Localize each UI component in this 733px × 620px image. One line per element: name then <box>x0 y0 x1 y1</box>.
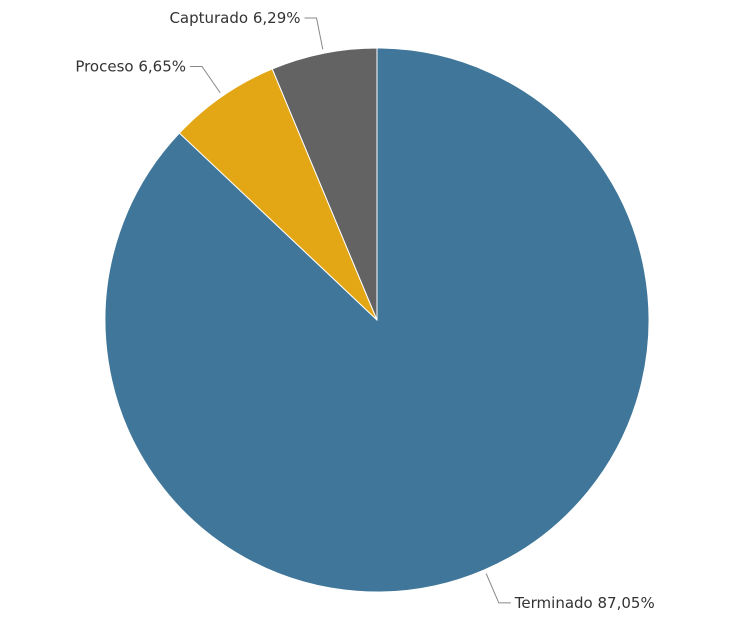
slice-value: 6,65% <box>138 57 186 75</box>
slice-value: 87,05% <box>598 593 655 611</box>
slice-category: Terminado <box>514 593 593 611</box>
leader-line <box>190 66 221 94</box>
slice-label: Proceso 6,65% <box>75 57 186 75</box>
slice-category: Proceso <box>75 57 133 75</box>
pie-slice <box>104 47 650 593</box>
slice-label: Capturado 6,29% <box>169 8 300 26</box>
leader-line <box>485 573 511 604</box>
leader-line <box>304 17 324 50</box>
slice-category: Capturado <box>169 8 248 26</box>
slice-label: Terminado 87,05% <box>514 593 655 611</box>
slice-value: 6,29% <box>253 8 301 26</box>
pie-slice <box>271 47 378 321</box>
pie-slice <box>178 68 378 321</box>
